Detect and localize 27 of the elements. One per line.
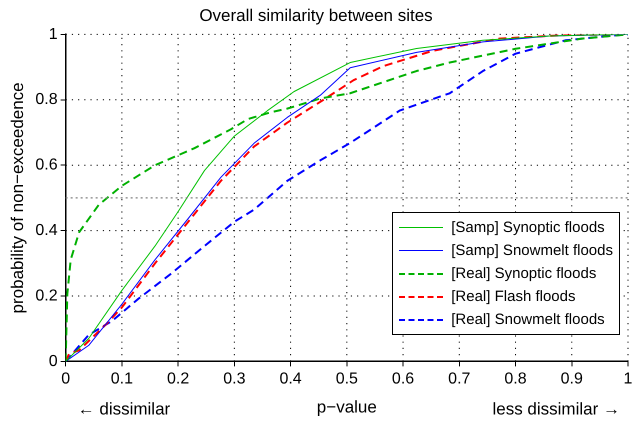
x-tick-label: 0.3 <box>223 370 246 388</box>
legend-label: [Samp] Synoptic floods <box>451 218 605 238</box>
x-tick-label: 0.8 <box>504 370 527 388</box>
x-tick-label: 1 <box>624 370 633 388</box>
chart-title: Overall similarity between sites <box>199 6 433 25</box>
x-tick-label: 0.7 <box>448 370 471 388</box>
y-tick-label: 0 <box>48 352 58 370</box>
legend-label: [Real] Flash floods <box>451 287 576 307</box>
x-tick-label: 0.1 <box>110 370 134 388</box>
y-tick-label: 0.2 <box>35 287 58 304</box>
legend-label: [Samp] Snowmelt floods <box>451 241 613 261</box>
y-tick-label: 0.8 <box>35 91 58 108</box>
x-tick-label: 0.9 <box>560 370 583 388</box>
x-axis-title: p−value <box>316 397 377 416</box>
y-tick-label: 0.6 <box>35 156 58 174</box>
x-tick-label: 0 <box>61 370 70 388</box>
text: less dissimilar → <box>492 400 620 419</box>
x-tick-label: 0.5 <box>336 370 358 388</box>
x-tick-label: 0.4 <box>279 370 302 388</box>
x-tick-label: 0.2 <box>166 370 190 388</box>
y-axis-title: probability of non−exceedence <box>8 82 27 314</box>
y-tick-label: 0.4 <box>35 222 58 240</box>
x-tick-label: 0.6 <box>392 370 414 388</box>
y-tick-label: 1 <box>48 26 58 43</box>
legend-label: [Real] Synoptic floods <box>451 264 596 284</box>
text: ← dissimilar <box>78 400 171 419</box>
legend-label: [Real] Snowmelt floods <box>451 310 605 330</box>
